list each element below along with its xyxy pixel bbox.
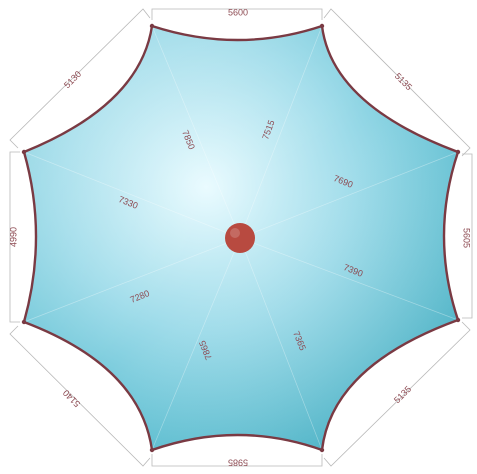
dim-line-bottom-right bbox=[323, 321, 471, 467]
dim-label-left: 4990 bbox=[8, 227, 18, 247]
anchor-point bbox=[21, 319, 27, 325]
dim-label-bottom: 5985 bbox=[228, 458, 248, 468]
edge-cable-bottom-left bbox=[22, 320, 154, 452]
anchor-point bbox=[21, 149, 27, 155]
edge-cable-left bbox=[22, 150, 38, 324]
anchor-point bbox=[149, 447, 155, 453]
dimension-lines bbox=[9, 8, 473, 467]
dim-label-bottom-right: 5135 bbox=[392, 384, 413, 405]
dim-label-bottom-left: 5140 bbox=[61, 388, 82, 409]
dim-label-right: 5605 bbox=[462, 228, 472, 248]
anchor-point bbox=[455, 149, 461, 155]
edge-cable-top-left bbox=[22, 24, 154, 154]
dim-label-top-left: 5130 bbox=[62, 69, 83, 90]
anchor-point bbox=[149, 23, 155, 29]
dim-line-top-right bbox=[323, 8, 471, 157]
membrane-seams bbox=[23, 25, 459, 451]
dim-line-top bbox=[151, 8, 323, 20]
edge-cable-top bbox=[150, 24, 324, 42]
dim-label-top: 5600 bbox=[228, 7, 248, 17]
dim-line-bottom bbox=[151, 454, 323, 467]
dim-line-right bbox=[462, 153, 473, 319]
edge-cable-bottom bbox=[150, 433, 324, 452]
edge-cables bbox=[22, 24, 460, 452]
anchor-point bbox=[319, 447, 325, 453]
edge-cable-top-right bbox=[320, 24, 460, 154]
anchor-point bbox=[319, 23, 325, 29]
edge-cable-bottom-right bbox=[320, 318, 460, 452]
center-mast bbox=[225, 223, 255, 253]
anchor-point bbox=[455, 317, 461, 323]
anchor-points bbox=[21, 23, 461, 453]
dim-line-top-left bbox=[9, 8, 151, 149]
edge-cable-right bbox=[442, 150, 460, 322]
dim-line-bottom-left bbox=[9, 325, 151, 467]
dim-line-left bbox=[9, 151, 20, 323]
center-mast-highlight bbox=[230, 228, 240, 238]
